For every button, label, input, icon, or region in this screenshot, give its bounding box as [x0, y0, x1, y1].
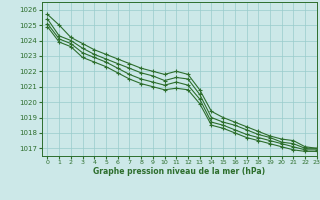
X-axis label: Graphe pression niveau de la mer (hPa): Graphe pression niveau de la mer (hPa) [93, 167, 265, 176]
